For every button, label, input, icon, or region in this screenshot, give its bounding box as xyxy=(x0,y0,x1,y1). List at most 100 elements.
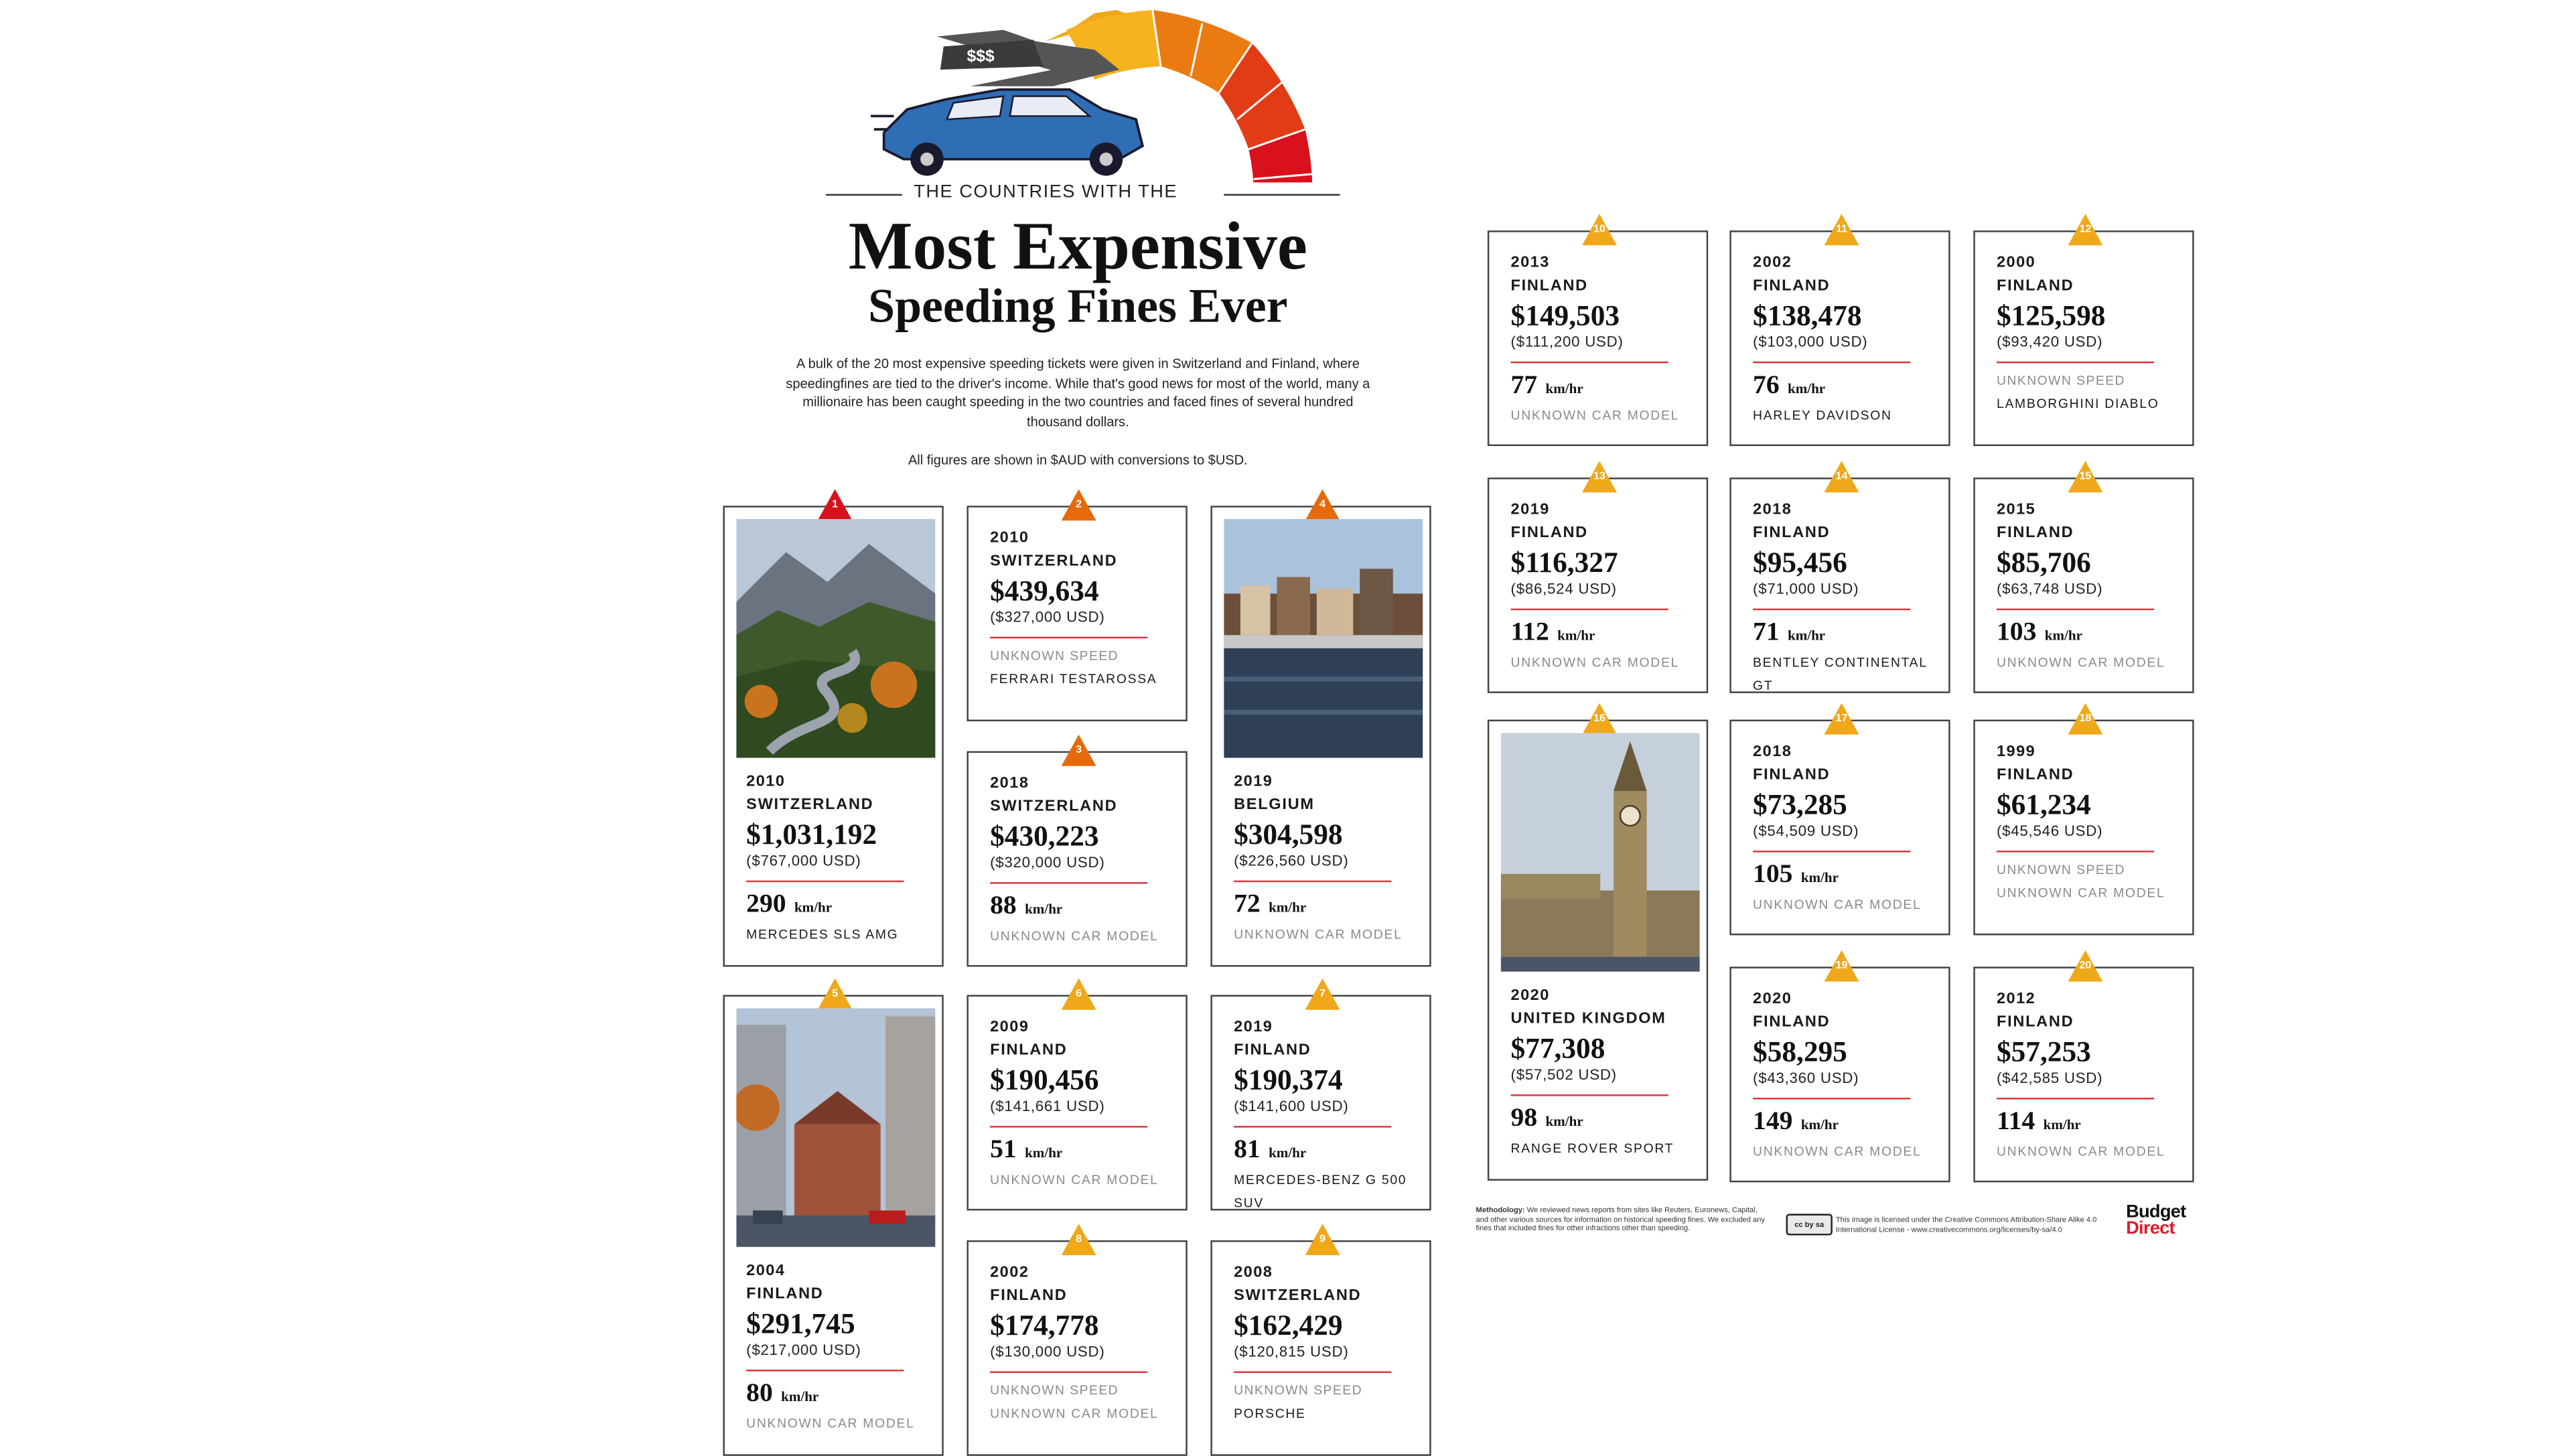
fine-country: FINLAND xyxy=(1753,1013,1831,1032)
fine-year: 2000 xyxy=(1996,253,2036,273)
budget-direct-logo: Budget Direct xyxy=(2126,1202,2186,1238)
speed-unit: km/hr xyxy=(1788,626,1826,644)
fine-card-8: 8 2002 FINLAND $174,778 ($130,000 USD) U… xyxy=(967,1224,1188,1456)
cc-badge-label: cc by sa xyxy=(1794,1220,1825,1229)
fine-country: FINLAND xyxy=(1753,277,1831,295)
speedometer-sign: $$$ xyxy=(967,48,995,67)
fine-amount-aud: $95,456 xyxy=(1753,545,1847,579)
speed-unit: km/hr xyxy=(1025,900,1063,918)
car-model: UNKNOWN CAR MODEL xyxy=(1753,897,1922,912)
fine-speed: 76 km/hr xyxy=(1753,371,1826,400)
fine-amount-usd: ($327,000 USD) xyxy=(990,608,1105,626)
fine-year: 2010 xyxy=(746,772,786,792)
helsinki-street-photo xyxy=(736,1008,936,1247)
car-model: UNKNOWN CAR MODEL xyxy=(990,1172,1159,1187)
rank-number: 15 xyxy=(2079,471,2092,483)
car-model: HARLEY DAVIDSON xyxy=(1753,408,1892,423)
fine-amount-usd: ($57,502 USD) xyxy=(1510,1066,1617,1083)
fine-year: 2008 xyxy=(1234,1263,1273,1282)
fine-speed: UNKNOWN SPEED xyxy=(1996,862,2125,877)
fine-year: 2002 xyxy=(990,1263,1029,1282)
rank-number: 7 xyxy=(1319,988,1326,1000)
car-model: UNKNOWN CAR MODEL xyxy=(990,1406,1159,1421)
fine-details: 2018 FINLAND $73,285 ($54,509 USD) 105 km… xyxy=(1753,741,1932,917)
speed-unit: km/hr xyxy=(1025,1144,1063,1161)
red-divider xyxy=(1234,880,1392,883)
car-model: UNKNOWN CAR MODEL xyxy=(1510,408,1680,423)
fine-year: 2020 xyxy=(1510,987,1550,1005)
speed-unit: km/hr xyxy=(2044,626,2082,644)
rank-number: 5 xyxy=(832,988,839,1000)
big-ben-photo xyxy=(1500,733,1700,972)
fine-details: 2010 SWITZERLAND $439,634 ($327,000 USD)… xyxy=(990,527,1169,691)
page-subtitle: Speeding Fines Ever xyxy=(868,280,1288,334)
fine-card-1: 1 2010 SWITZERLAND $1,031,192 ($767,000 … xyxy=(723,489,944,967)
fine-country: SWITZERLAND xyxy=(746,796,874,814)
fine-amount-usd: ($54,509 USD) xyxy=(1753,822,1859,839)
rank-badge: 2 xyxy=(1061,489,1096,521)
red-divider xyxy=(1753,851,1911,853)
fine-amount-aud: $1,031,192 xyxy=(746,817,877,851)
fine-amount-aud: $439,634 xyxy=(990,573,1099,607)
fine-details: 2012 FINLAND $57,253 ($42,585 USD) 114 km… xyxy=(1996,989,2175,1164)
rank-badge: 11 xyxy=(1824,214,1859,246)
fine-card-13: 13 2019 FINLAND $116,327 ($86,524 USD) 1… xyxy=(1487,461,1709,693)
currency-note: All figures are shown in $AUD with conve… xyxy=(908,452,1248,468)
car-model: UNKNOWN CAR MODEL xyxy=(1510,654,1680,670)
car-model: MERCEDES SLS AMG xyxy=(746,927,899,942)
speed-unit: km/hr xyxy=(1800,1116,1839,1133)
fine-details: 2010 SWITZERLAND $1,031,192 ($767,000 US… xyxy=(746,771,925,946)
rank-badge: 19 xyxy=(1824,950,1859,982)
fine-amount-usd: ($86,524 USD) xyxy=(1510,580,1617,597)
fine-speed: 88 km/hr xyxy=(990,892,1063,921)
fine-country: FINLAND xyxy=(1996,766,2074,785)
fine-details: 2019 BELGIUM $304,598 ($226,560 USD) 72 k… xyxy=(1234,771,1413,946)
fine-amount-usd: ($42,585 USD) xyxy=(1996,1069,2103,1086)
fine-amount-aud: $116,327 xyxy=(1510,545,1618,579)
red-divider xyxy=(1510,1094,1668,1096)
car-model: UNKNOWN CAR MODEL xyxy=(1753,1144,1922,1159)
fine-speed: UNKNOWN SPEED xyxy=(990,648,1119,664)
fine-card-3: 3 2018 SWITZERLAND $430,223 ($320,000 US… xyxy=(967,734,1188,967)
fine-details: 2018 SWITZERLAND $430,223 ($320,000 USD)… xyxy=(990,773,1169,948)
fine-country: SWITZERLAND xyxy=(990,552,1118,571)
rank-badge: 13 xyxy=(1582,461,1618,493)
red-divider xyxy=(1234,1126,1392,1128)
fine-year: 2019 xyxy=(1234,772,1273,792)
fine-card-14: 14 2018 FINLAND $95,456 ($71,000 USD) 71… xyxy=(1729,461,1950,693)
rank-badge: 4 xyxy=(1305,489,1340,521)
fine-year: 2018 xyxy=(1753,743,1792,761)
car-model: UNKNOWN CAR MODEL xyxy=(1234,927,1403,942)
rank-badge: 20 xyxy=(2068,950,2103,982)
speed-unit: km/hr xyxy=(2043,1116,2081,1133)
fine-amount-usd: ($93,420 USD) xyxy=(1996,333,2103,350)
fine-card-9: 9 2008 SWITZERLAND $162,429 ($120,815 US… xyxy=(1210,1224,1431,1456)
fine-country: FINLAND xyxy=(1996,277,2074,295)
speed-unit: km/hr xyxy=(1800,869,1839,886)
fine-amount-aud: $162,429 xyxy=(1234,1308,1343,1342)
fine-details: 2000 FINLAND $125,598 ($93,420 USD) UNKN… xyxy=(1996,252,2175,416)
rank-badge: 9 xyxy=(1305,1224,1340,1256)
red-divider xyxy=(990,1371,1148,1374)
fine-speed: 98 km/hr xyxy=(1510,1104,1583,1133)
fine-details: 2008 SWITZERLAND $162,429 ($120,815 USD)… xyxy=(1234,1262,1413,1426)
car-model: LAMBORGHINI DIABLO xyxy=(1996,396,2159,412)
intro-paragraph: A bulk of the 20 most expensive speeding… xyxy=(786,356,1370,429)
fine-amount-usd: ($71,000 USD) xyxy=(1753,580,1859,597)
fine-amount-usd: ($45,546 USD) xyxy=(1996,822,2103,839)
fine-amount-aud: $85,706 xyxy=(1996,545,2091,579)
fine-details: 2009 FINLAND $190,456 ($141,661 USD) 51 k… xyxy=(990,1017,1169,1192)
speed-unit: km/hr xyxy=(781,1388,819,1405)
fine-country: FINLAND xyxy=(1510,277,1588,295)
fine-card-12: 12 2000 FINLAND $125,598 ($93,420 USD) U… xyxy=(1973,214,2194,447)
fine-amount-aud: $304,598 xyxy=(1234,817,1343,851)
rank-number: 18 xyxy=(2079,713,2092,725)
rank-number: 20 xyxy=(2079,960,2092,972)
rank-badge: 1 xyxy=(817,489,853,521)
logo-line-1: Budget xyxy=(2126,1202,2186,1222)
fine-country: FINLAND xyxy=(1996,1013,2074,1032)
fine-country: SWITZERLAND xyxy=(990,797,1118,816)
fine-year: 2018 xyxy=(1753,500,1792,519)
fine-amount-aud: $190,456 xyxy=(990,1063,1099,1096)
